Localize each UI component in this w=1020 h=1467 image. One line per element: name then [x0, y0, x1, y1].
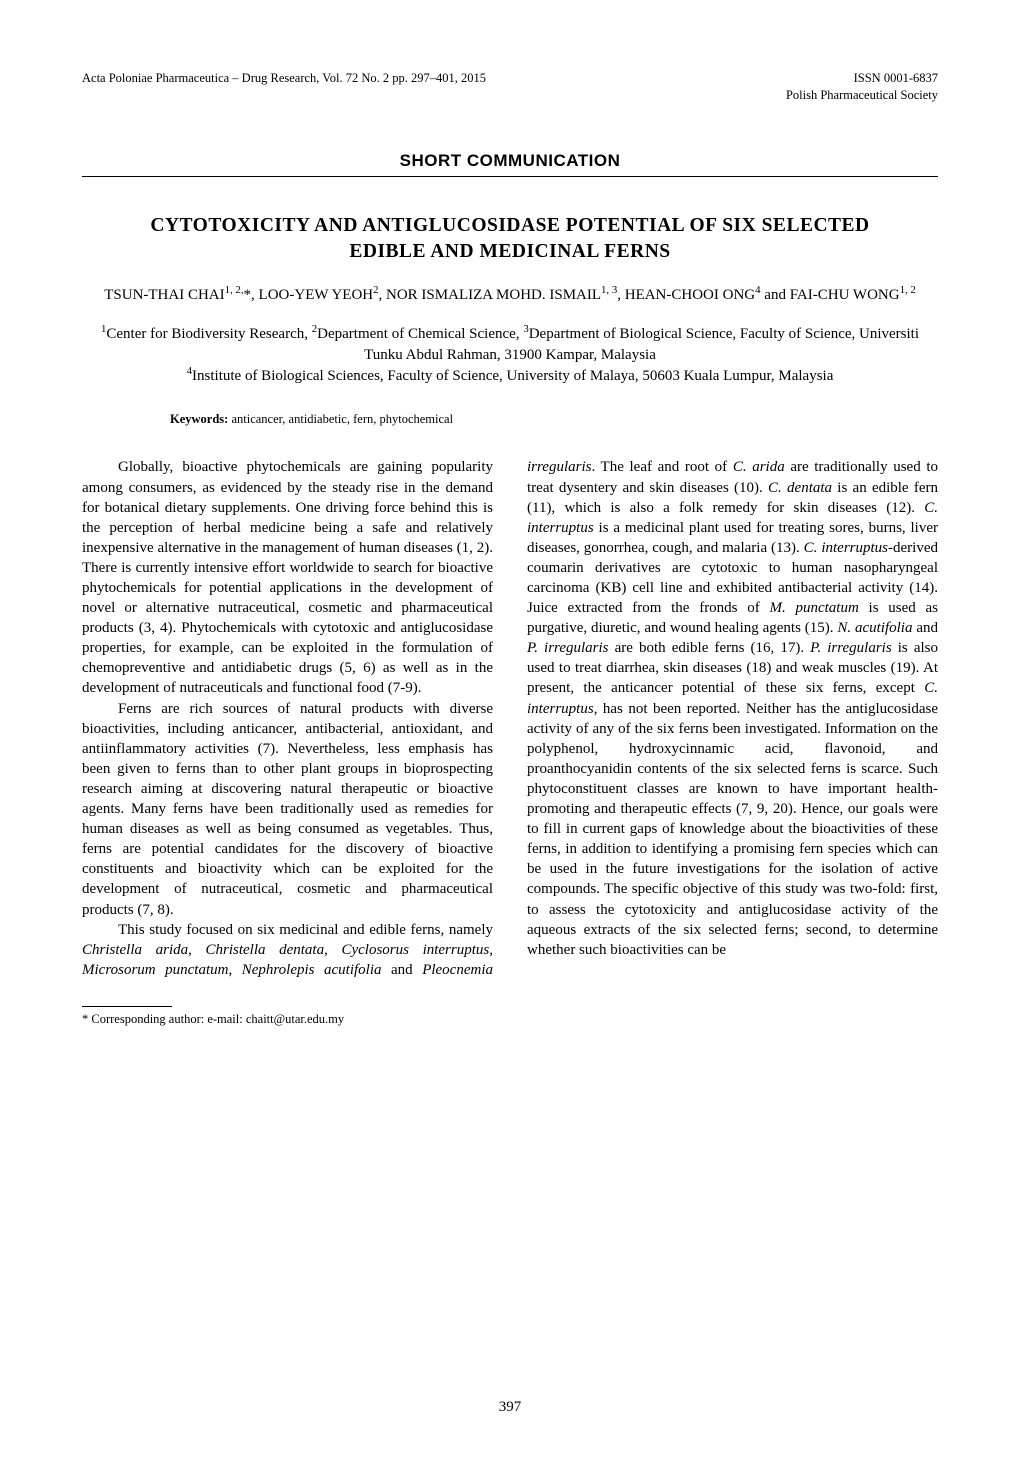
running-head-right: ISSN 0001-6837 Polish Pharmaceutical Soc… [786, 70, 938, 104]
publisher: Polish Pharmaceutical Society [786, 87, 938, 104]
title-line-2: EDIBLE AND MEDICINAL FERNS [349, 241, 670, 262]
title-line-1: CYTOTOXICITY AND ANTIGLUCOSIDASE POTENTI… [150, 215, 869, 236]
keywords-label: Keywords: [170, 412, 228, 426]
affiliations: 1Center for Biodiversity Research, 2Depa… [82, 324, 938, 387]
issn: ISSN 0001-6837 [786, 70, 938, 87]
article-title: CYTOTOXICITY AND ANTIGLUCOSIDASE POTENTI… [82, 213, 938, 266]
section-rule [82, 176, 938, 177]
corresponding-author-footnote: * Corresponding author: e-mail: chaitt@u… [82, 1011, 938, 1028]
running-head-left: Acta Poloniae Pharmaceutica – Drug Resea… [82, 70, 486, 104]
page-number: 397 [0, 1397, 1020, 1417]
authors: TSUN-THAI CHAI1, 2,*, LOO-YEW YEOH2, NOR… [82, 285, 938, 305]
keywords: Keywords: anticancer, antidiabetic, fern… [170, 411, 938, 428]
keywords-text: anticancer, antidiabetic, fern, phytoche… [228, 412, 453, 426]
paragraph-2: Ferns are rich sources of natural produc… [82, 699, 493, 920]
paragraph-1: Globally, bioactive phytochemicals are g… [82, 457, 493, 698]
footnote-rule [82, 1006, 172, 1007]
body-text: Globally, bioactive phytochemicals are g… [82, 457, 938, 979]
running-head: Acta Poloniae Pharmaceutica – Drug Resea… [82, 70, 938, 104]
section-label: SHORT COMMUNICATION [82, 150, 938, 173]
